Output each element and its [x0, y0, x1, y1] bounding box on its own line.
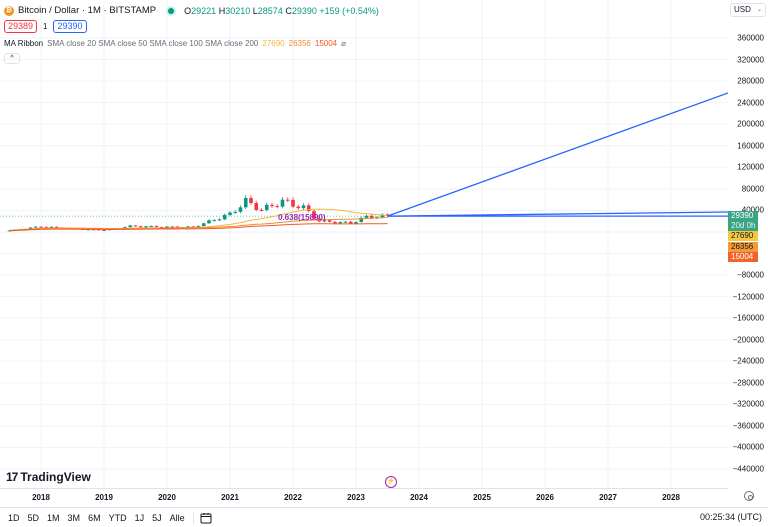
price-tick: 40000 — [742, 206, 764, 215]
time-tick: 2023 — [347, 493, 365, 502]
chevron-down-icon: ⌄ — [756, 7, 762, 13]
price-tick: −120000 — [732, 292, 764, 302]
price-tick: −280000 — [732, 378, 764, 388]
price-tick: −440000 — [732, 464, 764, 474]
symbol-title[interactable]: Bitcoin / Dollar · 1M · BITSTAMP — [18, 5, 157, 16]
fib-level-label: 0.638(15890) — [278, 213, 326, 222]
range-button-1d[interactable]: 1D — [8, 512, 20, 523]
time-axis[interactable]: 2018 2019 2020 2021 2022 2023 2024 2025 2026 2027… — [0, 488, 728, 506]
bottom-toolbar: 1D 5D 1M 3M 6M YTD 1J 5J Alle 00:25:34 (UTC) — [0, 507, 768, 527]
time-tick: 2025 — [473, 493, 491, 502]
tradingview-text: TradingView — [20, 470, 91, 484]
time-tick: 2021 — [221, 493, 239, 502]
price-tick: −160000 — [732, 313, 764, 323]
time-tick: 2018 — [32, 493, 50, 502]
divider — [192, 511, 194, 524]
lightning-event-icon[interactable]: ⚡ — [385, 476, 397, 488]
time-tick: 2026 — [536, 493, 554, 502]
price-chart[interactable] — [0, 0, 729, 488]
range-button-1m[interactable]: 1M — [47, 512, 60, 523]
close-label: C — [285, 5, 292, 16]
low-label: L — [252, 5, 258, 16]
price-tick: 280000 — [737, 76, 764, 86]
price-scale[interactable]: 360000 320000 280000 240000 200000 160000 1200… — [728, 0, 768, 488]
price-tick: 360000 — [737, 33, 764, 43]
close-value: 29390 — [291, 5, 317, 16]
price-tick: 160000 — [737, 141, 764, 151]
market-open-icon — [168, 7, 175, 14]
price-tick: 200000 — [737, 119, 764, 129]
high-label: H — [218, 5, 226, 16]
price-tick: 320000 — [737, 55, 764, 65]
open-value: 29221 — [191, 5, 217, 16]
utc-clock[interactable]: 00:25:34 (UTC) — [699, 512, 762, 522]
time-tick: 2024 — [410, 493, 428, 502]
price-tick: −400000 — [732, 442, 764, 452]
range-button-alle[interactable]: Alle — [169, 512, 185, 523]
settings-icon[interactable] — [744, 491, 754, 501]
chart-legend: ₿ Bitcoin / Dollar · 1M · BITSTAMP O2922… — [4, 4, 379, 64]
ohlc-values: O29221 H30210 L28574 C29390 +159 (+0.54%… — [184, 6, 379, 16]
indicator-row[interactable]: MA Ribbon SMA close 20 SMA close 50 SMA … — [4, 37, 379, 50]
price-tag: 27690 — [728, 231, 758, 241]
change-value: +159 (+0.54%) — [319, 5, 379, 16]
high-value: 30210 — [225, 5, 251, 16]
time-tick: 2027 — [599, 493, 617, 502]
range-button-3m[interactable]: 3M — [67, 512, 81, 523]
price-tick: −200000 — [732, 335, 764, 345]
low-value: 28574 — [257, 5, 283, 16]
sma20-value: 27690 — [262, 39, 285, 48]
price-tag: 26356 — [728, 241, 758, 252]
price-tick: 80000 — [741, 184, 764, 194]
range-button-5d[interactable]: 5D — [27, 512, 40, 523]
indicator-name[interactable]: MA Ribbon — [4, 39, 44, 48]
price-tick: −80000 — [737, 270, 764, 280]
buy-button[interactable]: 29390 — [53, 20, 87, 33]
sma50-value: 26356 — [288, 39, 311, 48]
hidden-series-icon: ⌀ — [341, 39, 346, 48]
time-tick: 2020 — [158, 493, 176, 502]
sell-button[interactable]: 29389 — [4, 20, 38, 33]
trade-row: 29389 1 29390 — [4, 20, 379, 33]
range-buttons: 1D 5D 1M 3M 6M YTD 1J 5J Alle — [8, 513, 193, 523]
collapse-legend-button[interactable]: ^ — [4, 53, 20, 64]
chart-pane[interactable] — [0, 0, 729, 488]
indicator-params: SMA close 20 SMA close 50 SMA close 100 … — [47, 39, 259, 48]
symbol-row: ₿ Bitcoin / Dollar · 1M · BITSTAMP O2922… — [4, 4, 379, 17]
price-tag: 15004 — [728, 252, 758, 262]
currency-select[interactable]: USD ⌄ — [730, 3, 766, 17]
bitcoin-icon: ₿ — [4, 5, 14, 16]
countdown: 20d 0h — [731, 221, 756, 230]
price-tick: −320000 — [732, 399, 764, 409]
open-label: O — [184, 5, 192, 16]
price-tick: 120000 — [737, 162, 764, 172]
time-tick: 2022 — [284, 493, 302, 502]
price-tick: −240000 — [732, 356, 764, 366]
time-tick: 2019 — [95, 493, 113, 502]
price-tick: 240000 — [737, 98, 764, 108]
tradingview-glyph-icon: 17 — [6, 470, 18, 484]
sma100-value: 15004 — [314, 39, 338, 48]
range-button-1j[interactable]: 1J — [134, 512, 145, 523]
time-tick: 2028 — [662, 493, 680, 502]
calendar-goto-icon[interactable] — [200, 512, 212, 524]
range-button-6m[interactable]: 6M — [88, 512, 101, 523]
tradingview-logo[interactable]: 17 TradingView — [6, 470, 91, 484]
price-tag: 29390 20d 0h — [728, 211, 758, 231]
currency-value: USD — [734, 5, 751, 14]
range-button-ytd[interactable]: YTD — [108, 512, 127, 523]
price-tick: −360000 — [732, 421, 764, 431]
range-button-5j[interactable]: 5J — [152, 512, 162, 523]
spread-value: 1 — [43, 22, 48, 31]
